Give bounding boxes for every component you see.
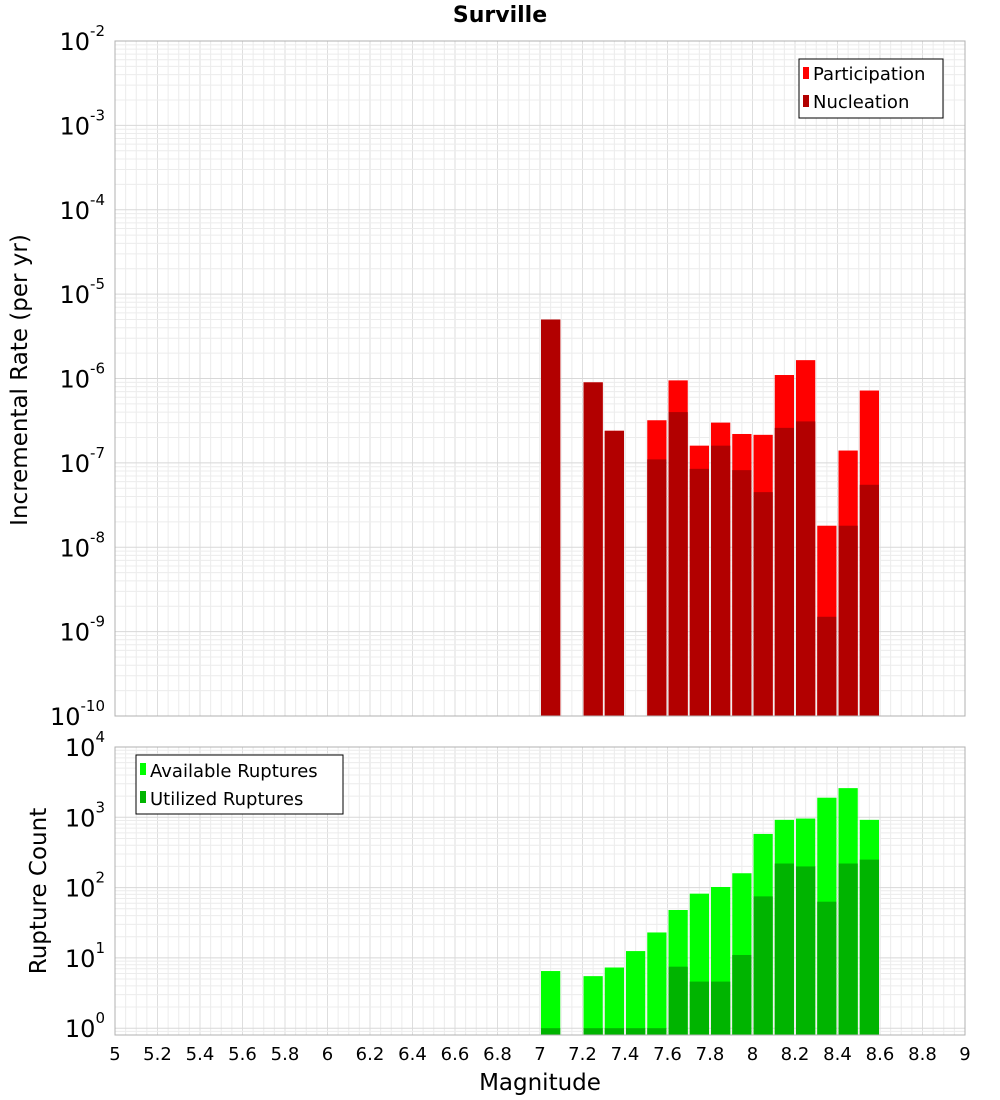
top-bar-nucleation	[583, 382, 603, 716]
xtick-label: 5	[109, 1044, 120, 1065]
legend-label-utilized: Utilized Ruptures	[150, 789, 303, 810]
xtick-label: 5.4	[186, 1044, 215, 1065]
xtick-label: 8.4	[823, 1044, 852, 1065]
top-border	[114, 40, 966, 717]
top-ytick-label: 10-5	[59, 275, 105, 309]
legend-swatch-nucleation	[803, 95, 809, 107]
bottom-ytick-label: 104	[65, 728, 105, 762]
xtick-label: 6.2	[356, 1044, 385, 1065]
legend-swatch-available	[140, 763, 146, 775]
legend-label-nucleation: Nucleation	[813, 92, 909, 113]
xtick-label: 7.4	[611, 1044, 640, 1065]
bottom-bar-utilized-ruptures	[626, 1028, 646, 1035]
top-ylabel: Incremental Rate (per yr)	[7, 234, 33, 526]
bottom-bar-utilized-ruptures	[859, 859, 879, 1035]
xlabel: Magnitude	[479, 1070, 601, 1096]
xtick-label: 5.8	[271, 1044, 300, 1065]
xtick-label: 6.6	[441, 1044, 470, 1065]
bottom-bar-available-ruptures	[626, 951, 646, 1035]
top-bar-nucleation	[647, 459, 667, 716]
bottom-bar-utilized-ruptures	[711, 981, 731, 1035]
top-bar-nucleation	[668, 412, 688, 716]
legend-top-box	[798, 58, 944, 119]
top-ytick-label: 10-3	[59, 106, 105, 140]
bottom-ytick-label: 103	[65, 798, 105, 832]
top-ytick-label: 10-2	[59, 22, 105, 56]
top-bar-nucleation	[753, 492, 773, 716]
xtick-label: 7.8	[696, 1044, 725, 1065]
bottom-panel: 100 101 102 103 104	[65, 728, 966, 1043]
legend-bottom-box	[135, 754, 344, 815]
bottom-bar-utilized-ruptures	[668, 966, 688, 1035]
top-ytick-label: 10-10	[50, 697, 105, 731]
top-bar-nucleation	[817, 616, 837, 716]
bottom-bar-available-ruptures	[583, 976, 603, 1035]
bottom-bar-utilized-ruptures	[604, 1028, 624, 1035]
chart-title: Surville	[453, 3, 547, 28]
xtick-label: 9	[959, 1044, 970, 1065]
legend-top: Participation Nucleation	[798, 58, 944, 119]
bottom-bar-available-ruptures	[541, 971, 561, 1035]
bottom-bar-utilized-ruptures	[647, 1028, 667, 1035]
top-bar-nucleation	[774, 427, 794, 716]
top-bar-nucleation	[859, 484, 879, 716]
top-ytick-label: 10-9	[59, 613, 105, 647]
top-ytick-label: 10-4	[59, 191, 105, 225]
top-bar-nucleation	[711, 445, 731, 716]
top-ytick-label: 10-8	[59, 528, 105, 562]
xtick-label: 5.6	[228, 1044, 257, 1065]
xtick-label: 7	[534, 1044, 545, 1065]
x-axis: 5 5.2 5.4 5.6 5.8 6 6.2 6.4 6.6 6.8 7 7.2 7.4 7.6 7.8 8…	[109, 1044, 970, 1065]
xtick-label: 5.2	[143, 1044, 172, 1065]
xtick-label: 7.2	[568, 1044, 597, 1065]
bottom-bar-utilized-ruptures	[732, 954, 752, 1035]
bottom-bar-utilized-ruptures	[541, 1028, 561, 1035]
bottom-bar-utilized-ruptures	[838, 863, 858, 1035]
top-ytick-label: 10-7	[59, 444, 105, 478]
bottom-bar-utilized-ruptures	[689, 981, 709, 1035]
xtick-label: 7.6	[653, 1044, 682, 1065]
bottom-bar-utilized-ruptures	[774, 863, 794, 1035]
legend-label-available: Available Ruptures	[150, 761, 318, 782]
xtick-label: 6.4	[398, 1044, 427, 1065]
top-bar-nucleation	[732, 470, 752, 716]
xtick-label: 6.8	[483, 1044, 512, 1065]
top-bar-nucleation	[541, 319, 561, 716]
bottom-bar-available-ruptures	[604, 967, 624, 1035]
bottom-bar-utilized-ruptures	[796, 866, 816, 1035]
xtick-label: 8.8	[908, 1044, 937, 1065]
legend-label-participation: Participation	[813, 64, 925, 85]
legend-swatch-utilized	[140, 791, 146, 803]
legend-swatch-participation	[803, 67, 809, 79]
xtick-label: 8.6	[866, 1044, 895, 1065]
bottom-bar-available-ruptures	[647, 932, 667, 1035]
xtick-label: 8.2	[781, 1044, 810, 1065]
bottom-ytick-label: 102	[65, 869, 105, 903]
top-bar-nucleation	[689, 468, 709, 716]
bottom-ylabel: Rupture Count	[26, 808, 52, 974]
top-bar-nucleation	[604, 430, 624, 716]
top-bar-nucleation	[796, 421, 816, 716]
bottom-ytick-label: 101	[65, 939, 105, 973]
top-panel: 10-10 10-9 10-8 10-7 10-6 10-5 10-4 10-3 10-2	[50, 22, 966, 731]
legend-bottom: Available Ruptures Utilized Ruptures	[135, 754, 344, 815]
xtick-label: 8	[747, 1044, 758, 1065]
bottom-bar-utilized-ruptures	[753, 896, 773, 1035]
bottom-bar-utilized-ruptures	[583, 1028, 603, 1035]
bottom-border	[114, 746, 966, 1036]
xtick-label: 6	[322, 1044, 333, 1065]
bottom-bar-utilized-ruptures	[817, 901, 837, 1035]
bottom-ytick-label: 100	[65, 1009, 105, 1043]
top-bar-nucleation	[838, 525, 858, 716]
top-ytick-label: 10-6	[59, 360, 105, 394]
